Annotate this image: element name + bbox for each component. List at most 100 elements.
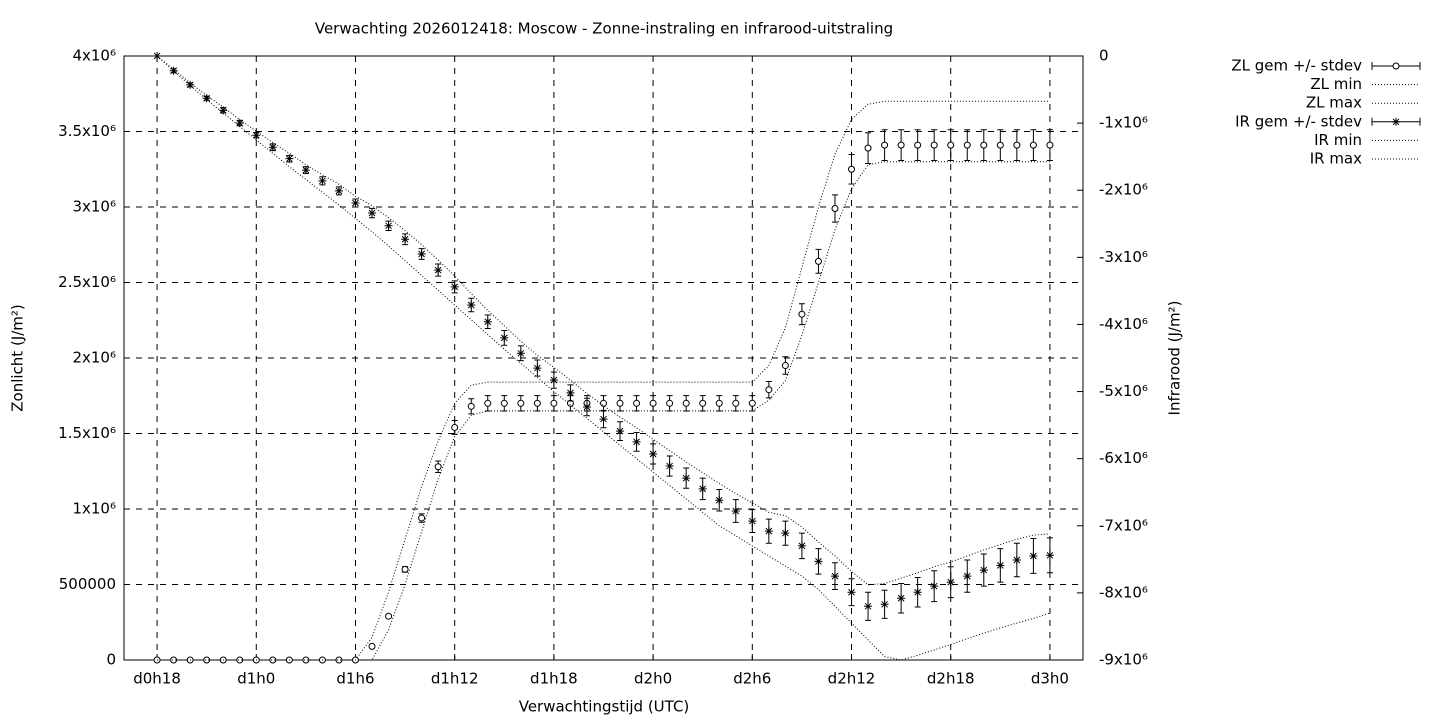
data-point: [368, 642, 376, 650]
data-point: [633, 399, 641, 407]
data-point: [946, 578, 955, 587]
data-point: [599, 415, 608, 424]
data-point: [334, 186, 343, 195]
data-point: [186, 80, 195, 89]
data-point: [880, 600, 889, 609]
data-point: [1012, 556, 1021, 565]
data-point: [765, 386, 773, 394]
data-point: [401, 235, 410, 244]
data-point: [814, 557, 823, 566]
data-point: [169, 66, 178, 75]
data-point: [582, 402, 591, 411]
data-point: [864, 602, 873, 611]
data-point: [384, 221, 393, 230]
data-point: [913, 588, 922, 597]
x-tick-label: d1h6: [336, 670, 374, 688]
y2-tick-label: -2x10⁶: [1099, 181, 1148, 199]
data-point: [302, 656, 310, 664]
y2-tick-label: -4x10⁶: [1099, 315, 1148, 333]
y-tick-label: 3x10⁶: [72, 198, 116, 216]
data-point: [797, 541, 806, 550]
x-tick-label: d1h0: [237, 670, 275, 688]
y-tick-label: 1x10⁶: [72, 500, 116, 518]
data-point: [1029, 551, 1038, 560]
y-tick-label: 2x10⁶: [72, 349, 116, 367]
data-point: [483, 317, 492, 326]
x-tick-label: d0h18: [133, 670, 181, 688]
chart-title: Verwachting 2026012418: Moscow - Zonne-i…: [315, 20, 893, 38]
data-point: [748, 399, 756, 407]
data-point: [699, 399, 707, 407]
y2-tick-label: -3x10⁶: [1099, 248, 1148, 266]
y-tick-label: 3.5x10⁶: [58, 122, 116, 140]
legend-marker: [1392, 117, 1400, 126]
data-point: [781, 362, 789, 370]
x-tick-label: d1h18: [530, 670, 578, 688]
data-point: [980, 141, 988, 149]
data-point: [947, 141, 955, 149]
y-tick-label: 500000: [59, 575, 116, 593]
data-point: [285, 154, 294, 163]
data-point: [748, 517, 757, 526]
x-axis-label: Verwachtingstijd (UTC): [519, 698, 690, 716]
data-point: [467, 300, 476, 309]
legend-label: IR max: [1310, 150, 1362, 168]
data-point: [318, 176, 327, 185]
legend-label: ZL max: [1306, 94, 1362, 112]
data-point: [649, 449, 658, 458]
data-point: [616, 399, 624, 407]
plot-border: [123, 55, 1084, 661]
data-point: [781, 529, 790, 538]
y2-tick-label: -1x10⁶: [1099, 114, 1148, 132]
data-point: [517, 399, 525, 407]
y2-tick-label: -9x10⁶: [1099, 651, 1148, 669]
legend-label: IR gem +/- stdev: [1235, 112, 1362, 130]
x-tick-label: d2h0: [634, 670, 672, 688]
data-point: [698, 484, 707, 493]
data-point: [963, 141, 971, 149]
data-point: [385, 612, 393, 620]
data-point: [600, 399, 607, 407]
y2-tick-label: 0: [1099, 47, 1109, 65]
data-point: [401, 565, 409, 573]
data-point: [550, 399, 558, 407]
data-point: [666, 399, 674, 407]
data-point: [682, 399, 690, 407]
x-tick-label: d2h12: [828, 670, 876, 688]
data-point: [335, 656, 343, 664]
data-point: [418, 514, 426, 522]
data-point: [914, 141, 922, 149]
data-point: [533, 399, 541, 407]
data-point: [963, 572, 972, 581]
data-point: [649, 399, 657, 407]
y-tick-label: 2.5x10⁶: [58, 273, 116, 291]
data-point: [996, 141, 1004, 149]
data-point: [467, 402, 475, 410]
data-point: [1045, 551, 1054, 560]
data-point: [830, 572, 839, 581]
data-point: [864, 144, 872, 152]
data-point: [533, 364, 542, 373]
data-point: [715, 496, 724, 505]
data-point: [848, 165, 856, 173]
data-point: [930, 141, 938, 149]
y2-tick-label: -6x10⁶: [1099, 449, 1148, 467]
data-point: [450, 282, 459, 291]
data-point: [252, 131, 261, 140]
data-point: [798, 310, 806, 318]
data-point: [451, 423, 459, 431]
y-tick-label: 4x10⁶: [72, 47, 116, 65]
data-point: [351, 198, 360, 207]
y-axis-label: Zonlicht (J/m²): [9, 304, 27, 412]
data-point: [897, 594, 906, 603]
data-point: [417, 249, 426, 258]
x-tick-label: d3h0: [1031, 670, 1069, 688]
y2-tick-label: -5x10⁶: [1099, 382, 1148, 400]
data-point: [203, 656, 211, 664]
data-point: [665, 462, 674, 471]
range-line: [156, 55, 1050, 586]
data-point: [202, 94, 211, 103]
x-tick-label: d2h6: [733, 670, 771, 688]
y2-tick-label: -7x10⁶: [1099, 516, 1148, 534]
